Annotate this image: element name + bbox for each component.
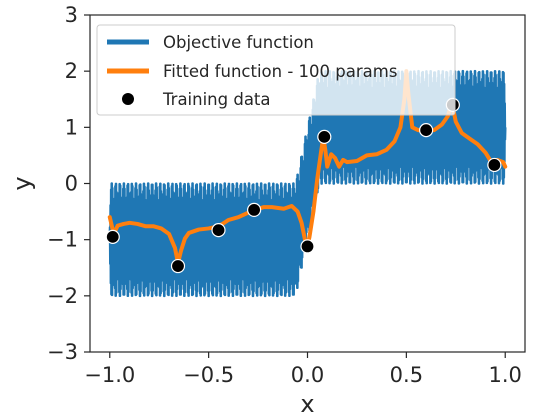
training-data-point xyxy=(300,239,315,254)
legend-training-marker xyxy=(122,93,134,105)
y-tick-label: 3 xyxy=(65,3,78,27)
legend: Objective function Fitted function - 100… xyxy=(96,24,456,116)
training-data-point xyxy=(170,258,186,274)
legend-training-label: Training data xyxy=(162,90,271,109)
training-data-point xyxy=(419,123,434,138)
objective-function-line xyxy=(108,69,507,298)
x-tick-label: 0.5 xyxy=(390,363,423,387)
legend-objective-label: Objective function xyxy=(163,33,314,52)
axis-ticks: −1.0 −0.5 0.0 0.5 1.0 3 2 1 0 −1 −2 −3 xyxy=(47,3,522,387)
plot-area xyxy=(105,69,508,298)
x-tick-label: −1.0 xyxy=(84,363,135,387)
x-tick-label: −0.5 xyxy=(183,363,234,387)
x-tick-label: 0.0 xyxy=(291,363,324,387)
legend-fitted-label: Fitted function - 100 params xyxy=(163,62,397,81)
training-data-point xyxy=(105,229,120,244)
x-tick-label: 1.0 xyxy=(489,363,522,387)
training-data-point xyxy=(247,202,262,217)
training-data-point xyxy=(317,129,332,144)
y-axis-label: y xyxy=(8,176,36,190)
y-tick-label: 2 xyxy=(65,59,78,83)
x-axis-label: x xyxy=(300,390,314,418)
y-tick-label: 0 xyxy=(65,172,78,196)
legend-box xyxy=(96,24,456,116)
y-tick-label: 1 xyxy=(65,115,78,139)
training-data-point xyxy=(487,157,502,173)
y-tick-label: −2 xyxy=(47,284,78,308)
y-tick-label: −3 xyxy=(47,340,78,364)
y-tick-label: −1 xyxy=(47,228,78,252)
training-data-point xyxy=(211,223,226,238)
